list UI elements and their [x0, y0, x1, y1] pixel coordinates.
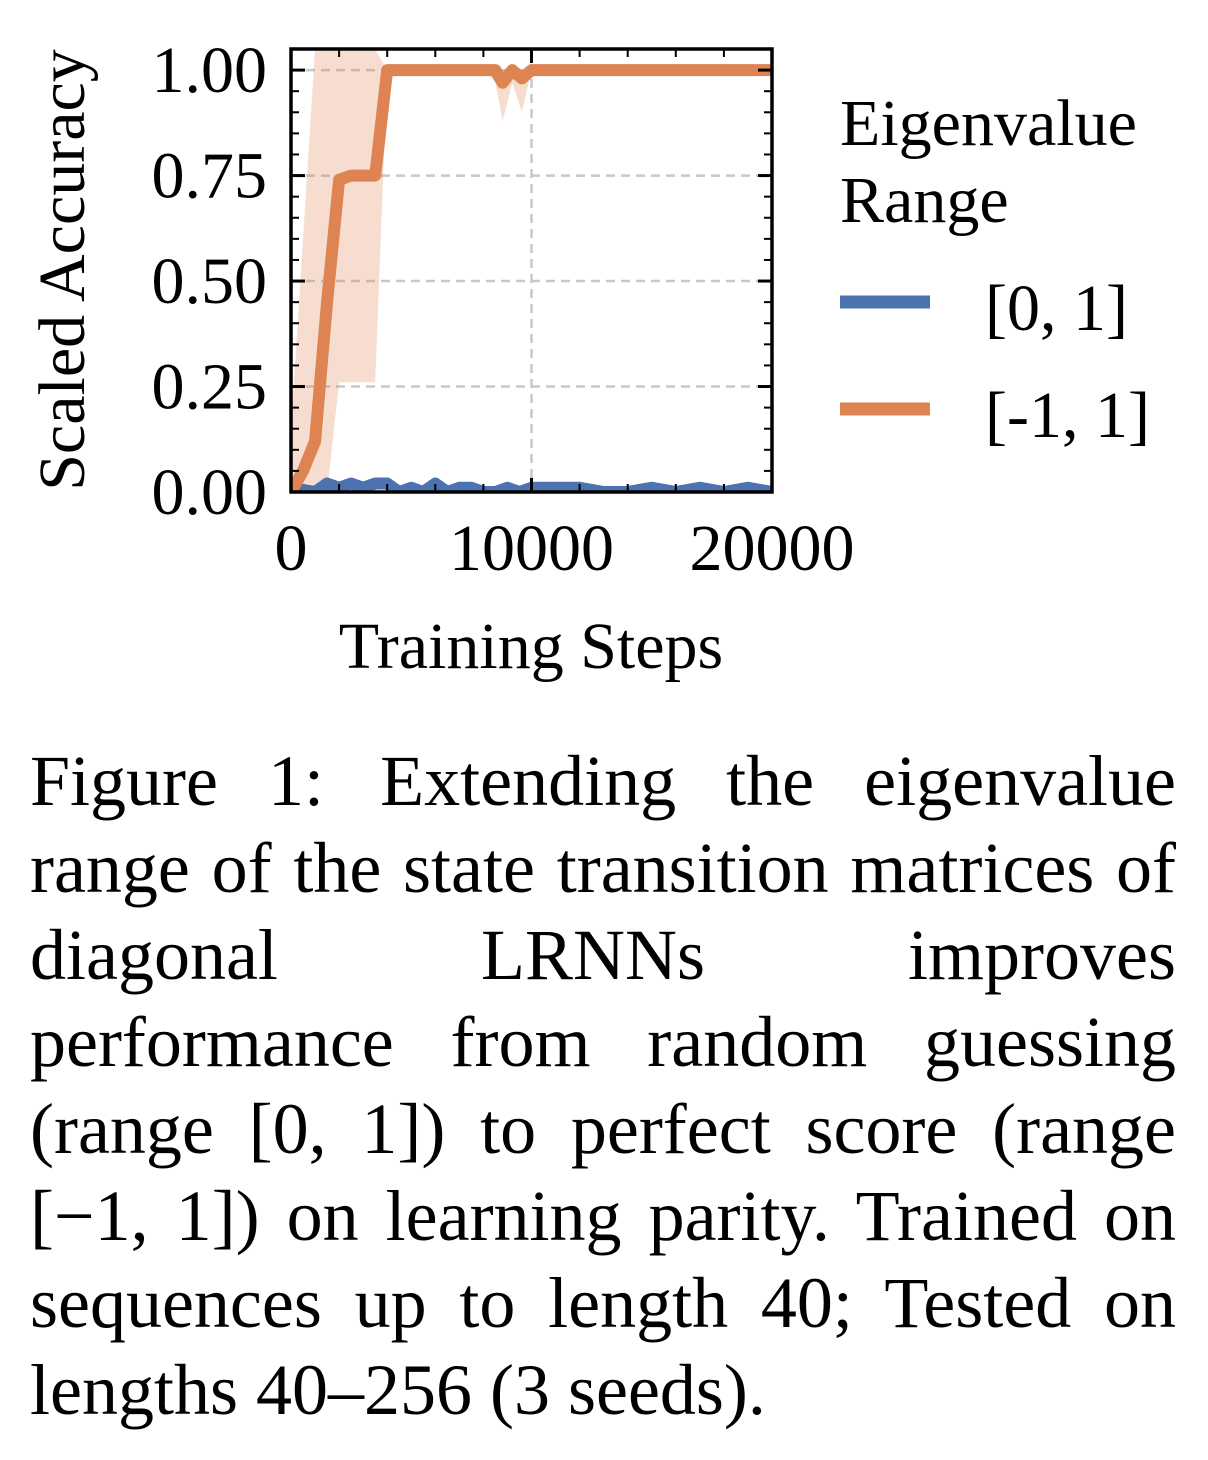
confidence-bands — [291, 49, 772, 492]
confidence-band-series-1 — [291, 49, 772, 492]
legend-title-line-1: Eigenvalue — [840, 87, 1137, 160]
figure-caption: Figure 1: Extending the eigenvalue range… — [30, 738, 1176, 1434]
y-axis-label: Scaled Accuracy — [26, 49, 99, 491]
legend: Eigenvalue Range [0, 1] [-1, 1] — [840, 87, 1150, 452]
axis-ticks — [289, 48, 774, 494]
y-tick-label: 0.50 — [152, 245, 268, 318]
caption-text: Extending the eigenvalue range of the st… — [30, 741, 1177, 1430]
caption-label: Figure 1: — [30, 741, 325, 821]
legend-title-line-2: Range — [840, 164, 1009, 237]
tick-labels: 0.00 0.25 0.50 0.75 1.00 0 10000 20000 — [152, 34, 855, 585]
y-tick-label: 1.00 — [152, 34, 268, 107]
x-tick-label: 0 — [275, 512, 308, 585]
x-axis-label: Training Steps — [339, 610, 723, 683]
legend-label-series-0: [0, 1] — [985, 272, 1128, 345]
x-tick-label: 10000 — [449, 512, 614, 585]
figure-chart: 0.00 0.25 0.50 0.75 1.00 0 10000 20000 Training… — [26, 34, 1150, 683]
legend-label-series-1: [-1, 1] — [985, 379, 1150, 452]
x-tick-label: 20000 — [690, 512, 855, 585]
series-lines — [291, 64, 772, 492]
y-tick-label: 0.25 — [152, 351, 268, 424]
y-tick-label: 0.00 — [152, 456, 268, 529]
series-line-1 — [291, 64, 772, 492]
y-tick-label: 0.75 — [152, 140, 268, 213]
series-line-0 — [291, 477, 772, 492]
